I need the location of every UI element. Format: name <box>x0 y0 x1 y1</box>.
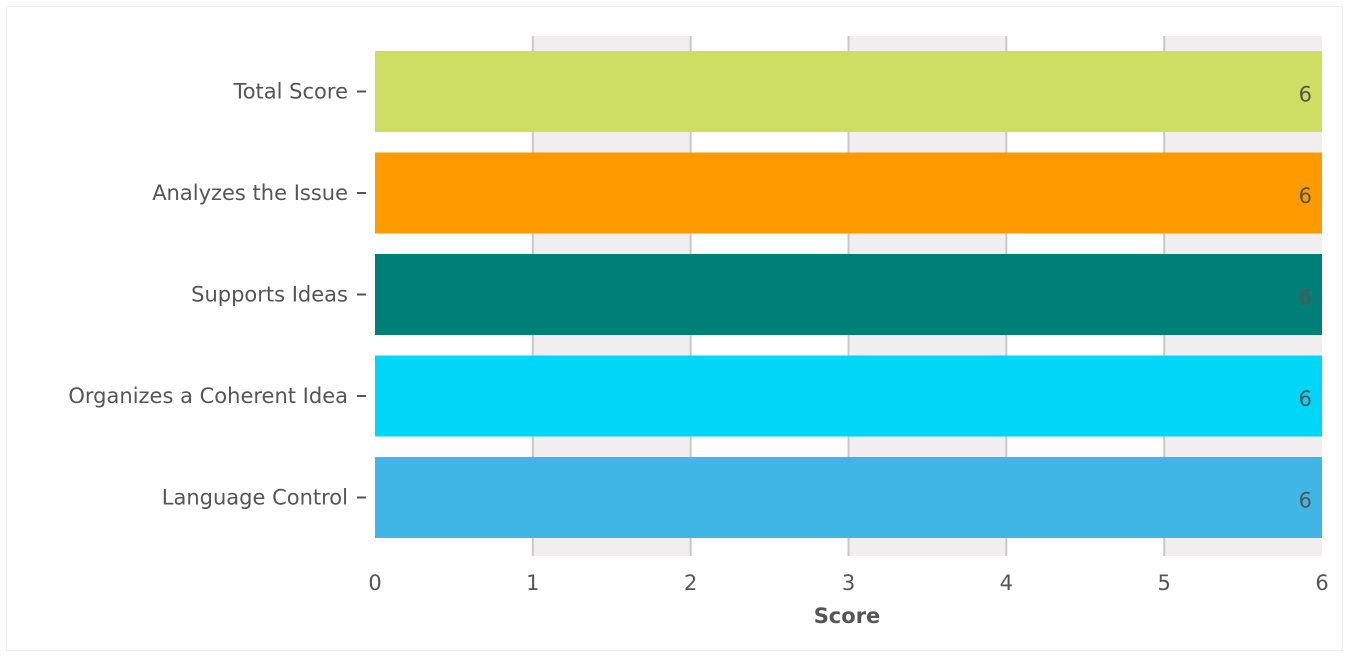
x-tick-label: 4 <box>1000 571 1013 595</box>
x-tick-label: 6 <box>1315 571 1328 595</box>
category-label: Analyzes the Issue <box>152 181 348 205</box>
data-label: 6 <box>1299 286 1312 310</box>
x-tick-label: 0 <box>368 571 381 595</box>
category-label: Organizes a Coherent Idea <box>68 384 348 408</box>
x-axis-title: Score <box>814 604 881 628</box>
data-label: 6 <box>1299 387 1312 411</box>
bar <box>375 254 1322 335</box>
data-label: 6 <box>1299 184 1312 208</box>
x-tick-label: 2 <box>684 571 697 595</box>
bar <box>375 152 1322 234</box>
x-tick-label: 3 <box>842 571 855 595</box>
data-labels: 6 6 6 6 6 <box>1299 83 1312 513</box>
bar <box>375 457 1322 538</box>
x-tick-label: 5 <box>1157 571 1170 595</box>
x-tick-label: 1 <box>526 571 539 595</box>
category-labels: Total Score Analyzes the Issue Supports Id… <box>68 80 366 510</box>
category-label: Supports Ideas <box>191 283 348 307</box>
bars <box>375 51 1322 538</box>
category-label: Total Score <box>232 80 348 104</box>
bar <box>375 51 1322 132</box>
category-label: Language Control <box>162 486 348 510</box>
x-tick-labels: 0 1 2 3 4 5 6 <box>368 571 1328 595</box>
bar <box>375 355 1322 437</box>
data-label: 6 <box>1299 83 1312 107</box>
data-label: 6 <box>1299 489 1312 513</box>
